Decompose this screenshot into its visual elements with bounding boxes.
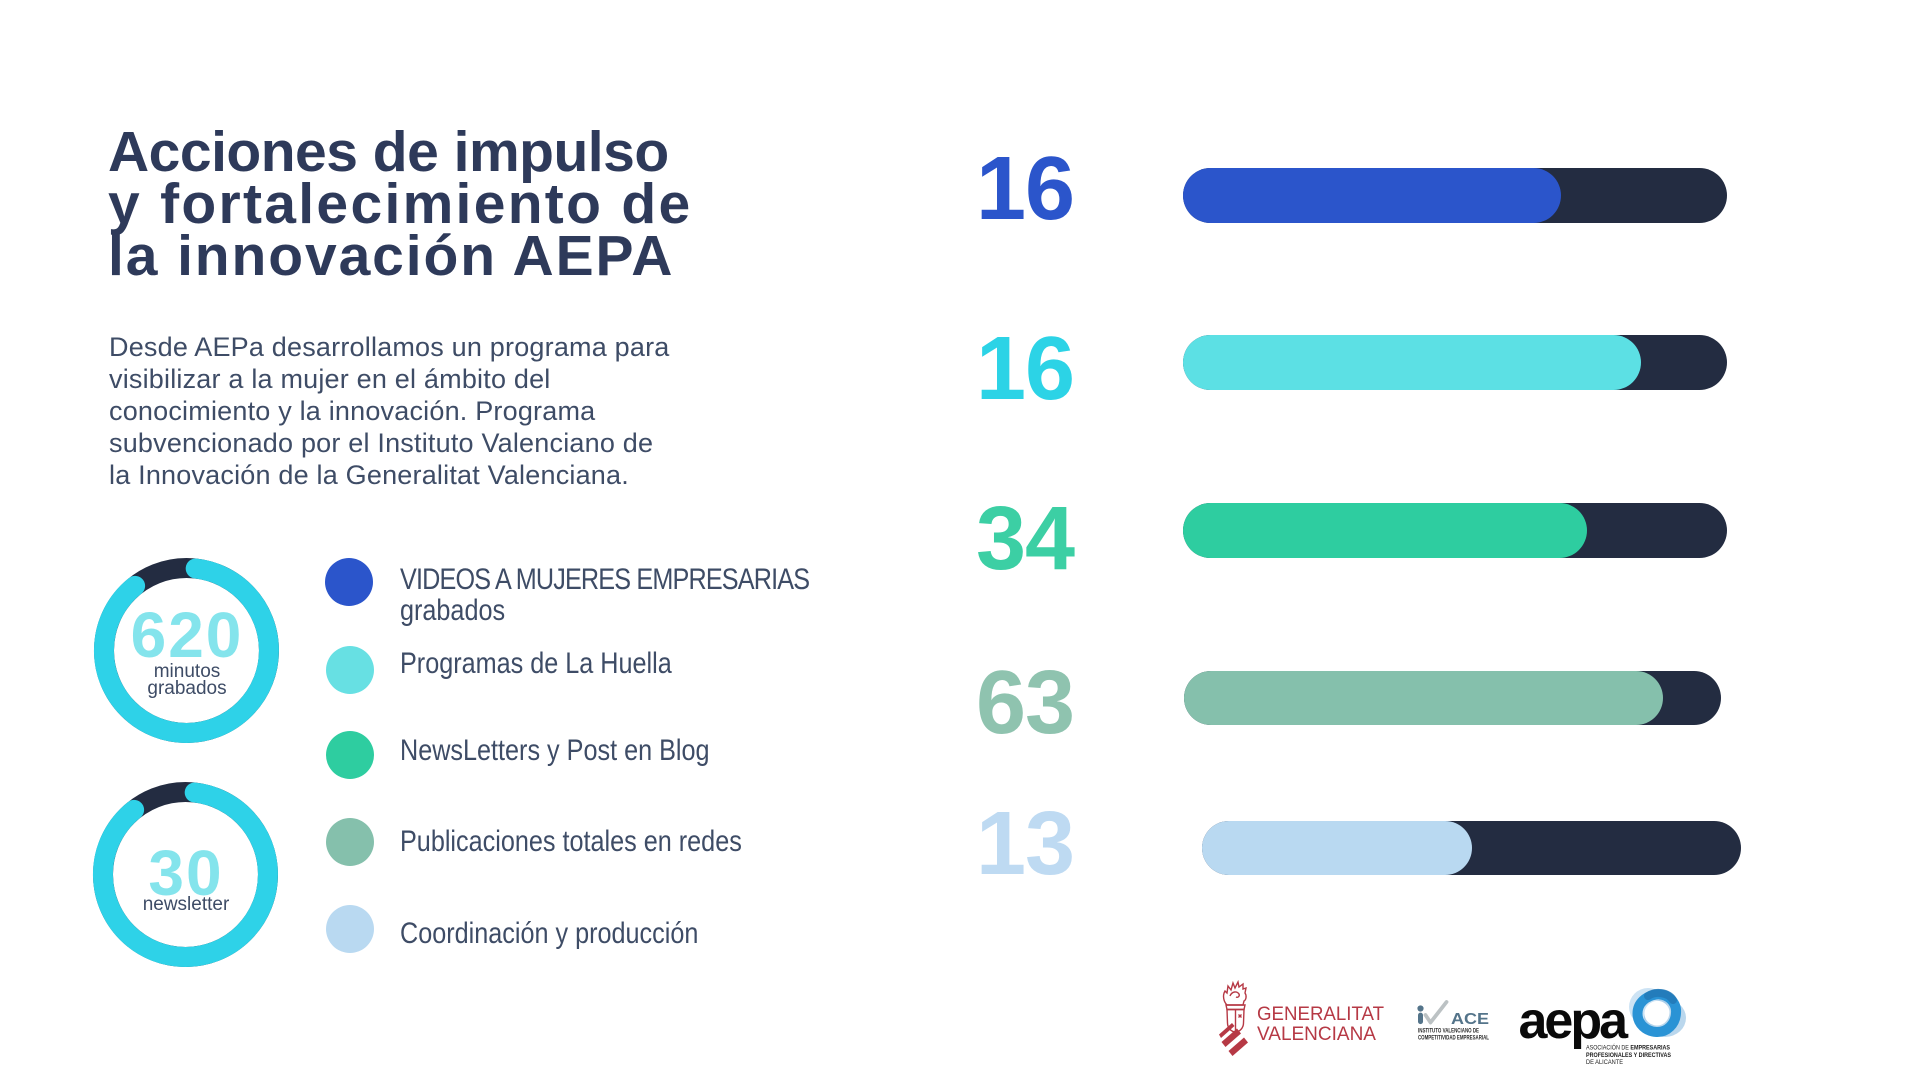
svg-text:COMPETITIVIDAD EMPRESARIAL: COMPETITIVIDAD EMPRESARIAL	[1418, 1035, 1489, 1041]
svg-text:aepa: aepa	[1519, 992, 1630, 1050]
svg-text:PROFESIONALES Y DIRECTIVAS: PROFESIONALES Y DIRECTIVAS	[1586, 1052, 1672, 1059]
svg-text:VALENCIANA: VALENCIANA	[1257, 1023, 1376, 1045]
svg-text:ASOCIACIÓN DE EMPRESARIAS: ASOCIACIÓN DE EMPRESARIAS	[1586, 1043, 1671, 1052]
svg-text:INSTITUTO VALENCIANO DE: INSTITUTO VALENCIANO DE	[1418, 1029, 1479, 1035]
svg-text:GENERALITAT: GENERALITAT	[1257, 1003, 1384, 1025]
svg-text:ACE: ACE	[1451, 1011, 1489, 1028]
svg-text:DE ALICANTE: DE ALICANTE	[1586, 1059, 1623, 1066]
